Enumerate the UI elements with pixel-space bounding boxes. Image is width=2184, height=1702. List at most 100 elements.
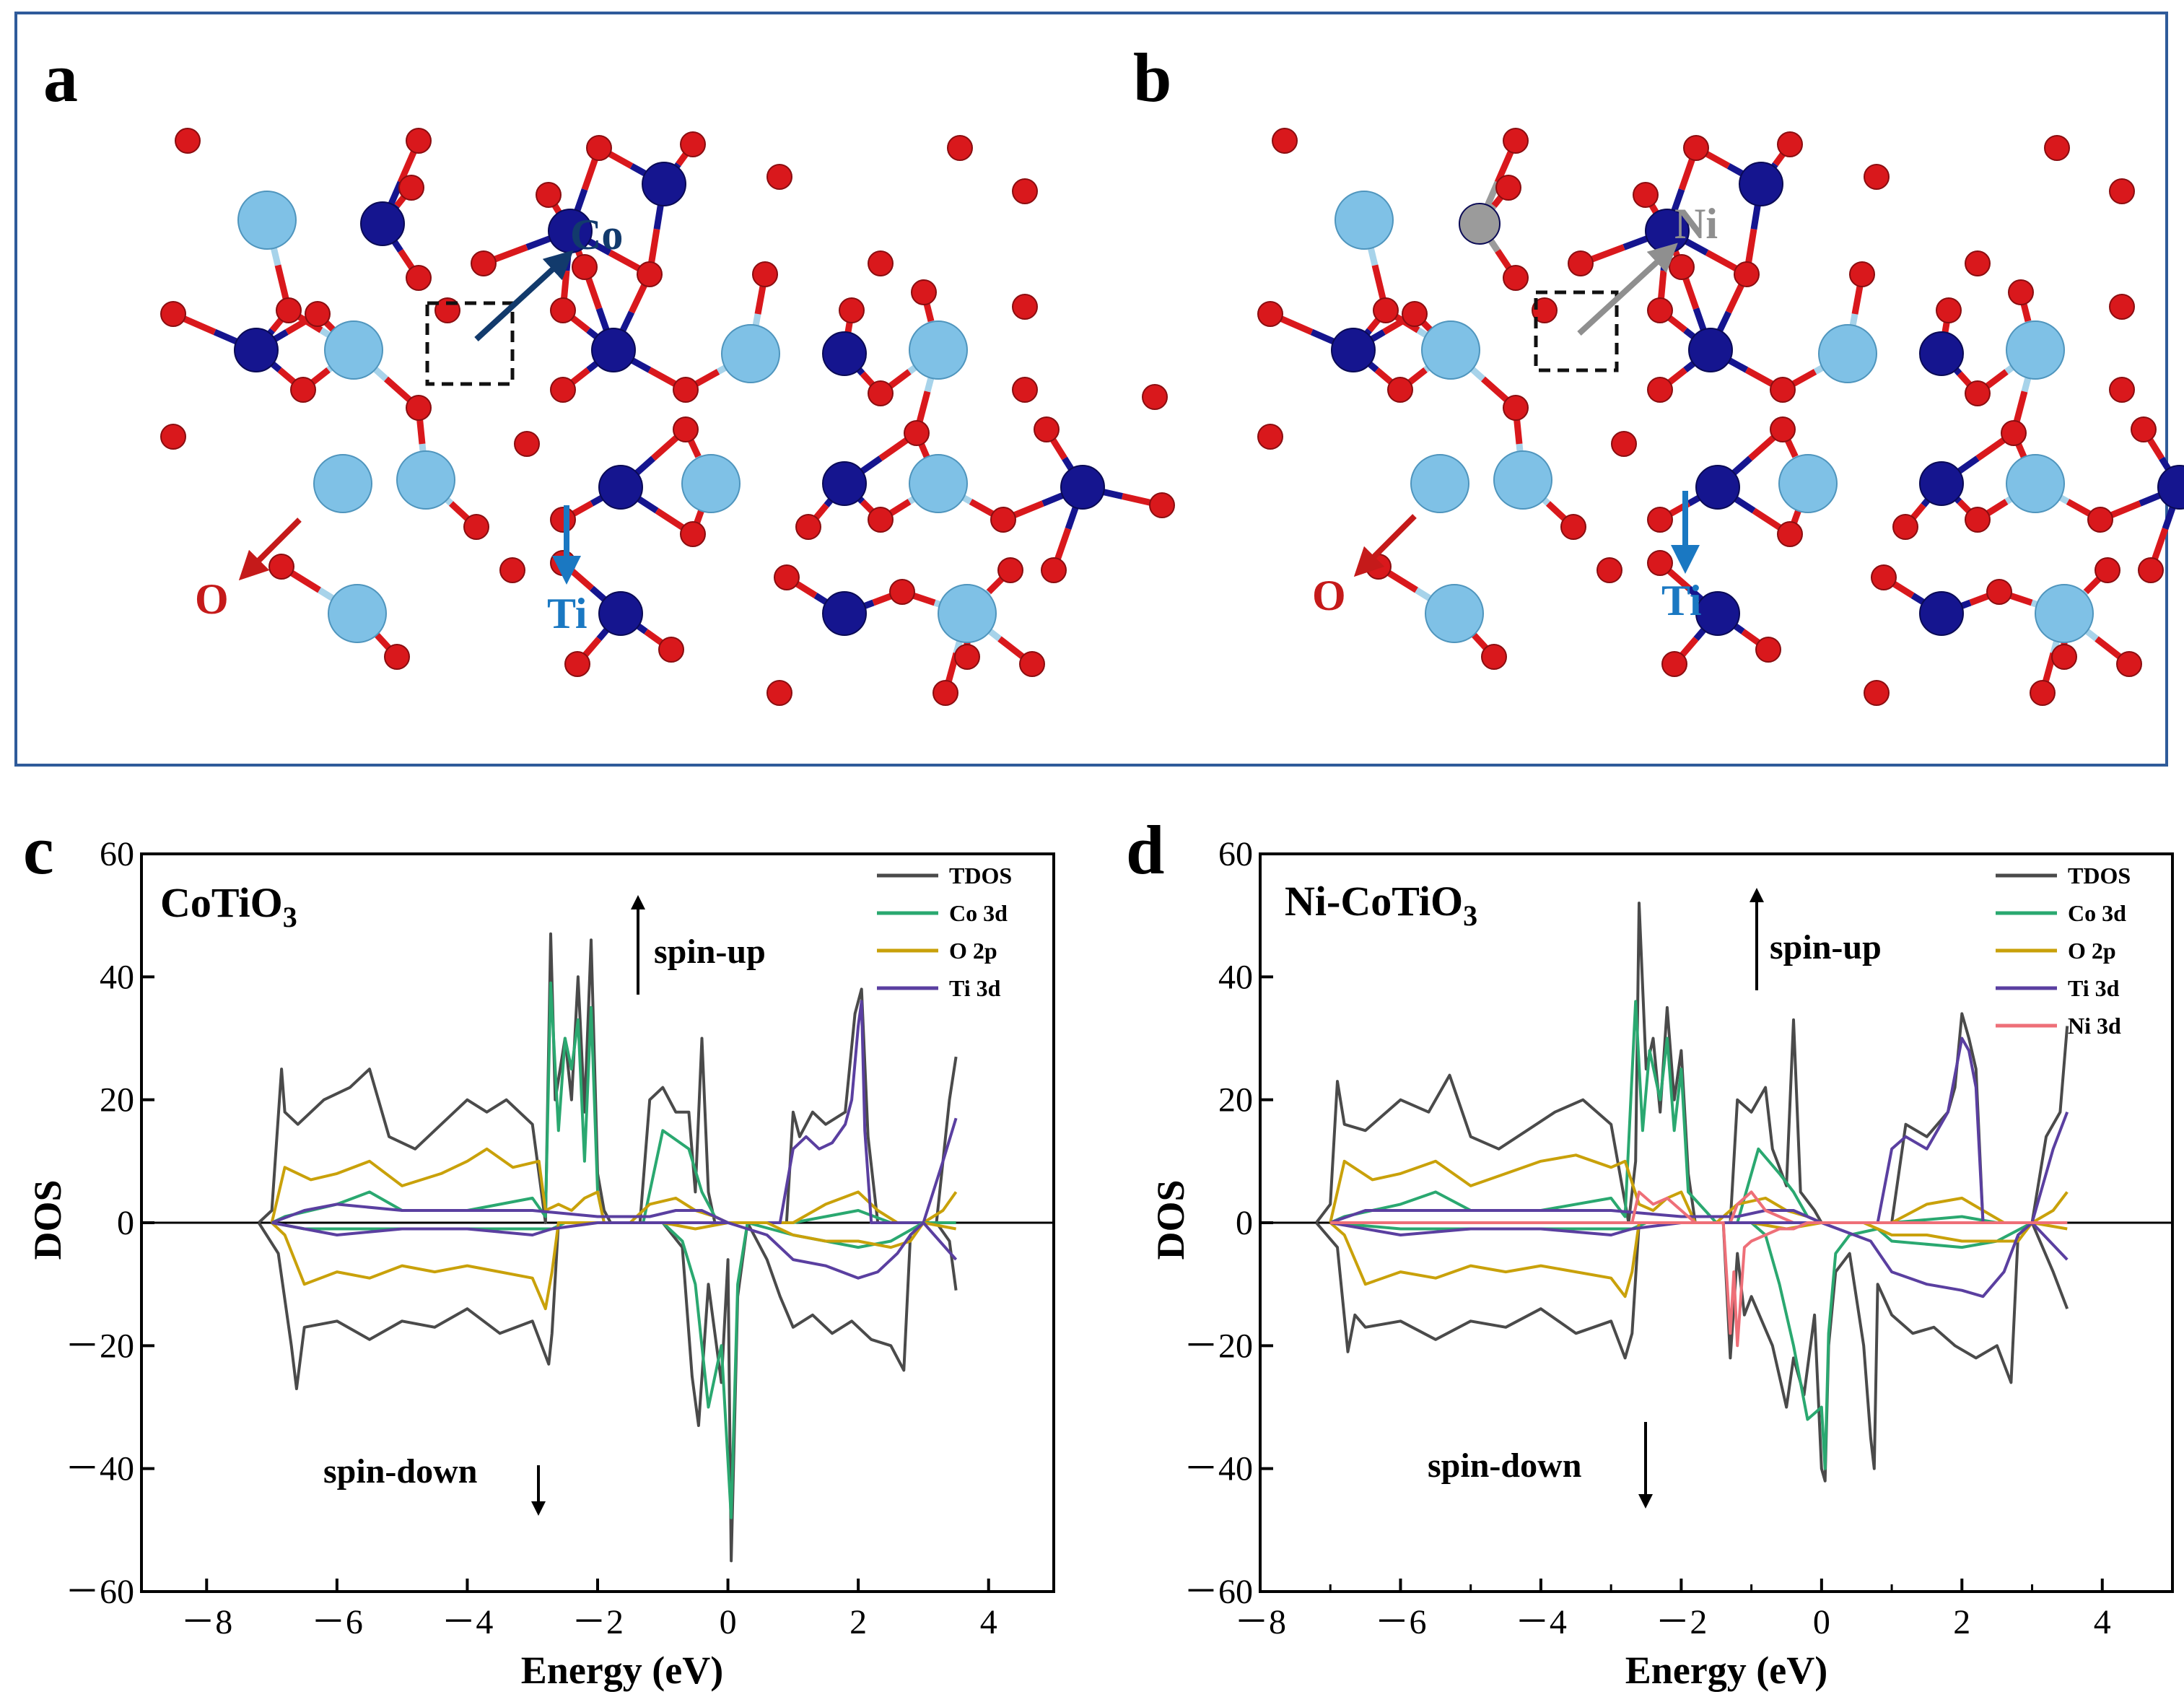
oxygen-atom	[514, 431, 540, 457]
compound-label-c: CoTiO3	[160, 879, 297, 933]
ti-atom	[1493, 450, 1552, 510]
y-tick-label: －60	[65, 1573, 134, 1611]
series-o-2p-down	[271, 1221, 956, 1311]
oxygen-atom	[2051, 644, 2077, 670]
legend-label: TDOS	[949, 863, 1012, 889]
oxygen-atom	[471, 250, 497, 276]
oxygen-atom	[550, 550, 576, 576]
label-ti-b: Ti	[1661, 577, 1702, 624]
oxygen-atom	[1402, 301, 1428, 327]
label-o-b: O	[1312, 572, 1346, 619]
ti-atom	[324, 320, 383, 380]
oxygen-atom	[276, 297, 302, 323]
ti-atom	[1421, 320, 1480, 380]
oxygen-atom	[290, 377, 316, 403]
co-atom	[1919, 591, 1964, 636]
oxygen-atom	[550, 377, 576, 403]
y-tick-label: －60	[1184, 1573, 1253, 1611]
oxygen-atom	[1503, 395, 1529, 421]
oxygen-atom	[1034, 416, 1060, 442]
co-atom	[1739, 162, 1783, 206]
x-tick-label: 0	[1813, 1603, 1830, 1641]
oxygen-atom	[1611, 431, 1637, 457]
label-co: Co	[570, 211, 623, 258]
oxygen-atom	[1019, 651, 1045, 677]
ti-atom	[1410, 454, 1469, 513]
series-tdos-down	[257, 1221, 958, 1563]
oxygen-atom	[1012, 178, 1038, 204]
ni-atom	[1459, 203, 1501, 245]
co-atom	[591, 328, 636, 372]
oxygen-atom	[2109, 294, 2135, 320]
y-tick-label: 40	[100, 958, 134, 996]
panel-letter-d: d	[1126, 811, 1164, 889]
oxygen-atom	[564, 651, 590, 677]
oxygen-atom	[1532, 297, 1558, 323]
oxygen-atom	[536, 182, 562, 208]
series-o-2p-up	[1329, 1153, 2069, 1224]
oxygen-atom	[406, 128, 432, 154]
oxygen-atom	[1770, 416, 1796, 442]
oxygen-atom	[1965, 380, 1991, 406]
oxygen-atom	[954, 644, 980, 670]
oxygen-atom	[1777, 131, 1803, 157]
oxygen-atom	[268, 554, 294, 580]
ti-atom	[313, 454, 372, 513]
oxygen-atom	[550, 507, 576, 533]
oxygen-atom	[1149, 492, 1175, 518]
oxygen-atom	[305, 301, 331, 327]
y-tick-label: 40	[1218, 958, 1253, 996]
oxygen-atom	[658, 637, 684, 663]
oxygen-atom	[1755, 637, 1781, 663]
oxygen-atom	[1965, 507, 1991, 533]
ti-atom	[328, 584, 387, 643]
oxygen-atom	[1633, 182, 1659, 208]
oxygen-atom	[2087, 507, 2113, 533]
co-atom	[822, 331, 867, 376]
co-atom	[1688, 328, 1733, 372]
oxygen-atom	[1560, 514, 1586, 540]
xlabel-c: Energy (eV)	[521, 1649, 723, 1692]
oxygen-atom	[1647, 550, 1673, 576]
oxygen-atom	[752, 261, 778, 287]
oxygen-atom	[1373, 297, 1399, 323]
oxygen-atom	[1936, 297, 1962, 323]
oxygen-atom	[2131, 416, 2157, 442]
oxygen-atom	[398, 175, 424, 201]
oxygen-atom	[160, 424, 186, 450]
oxygen-atom	[1661, 651, 1687, 677]
legend-label: O 2p	[949, 938, 997, 964]
oxygen-atom	[1012, 294, 1038, 320]
x-tick-label: 4	[2094, 1603, 2111, 1641]
y-tick-label: 0	[1236, 1204, 1253, 1242]
label-ti-a: Ti	[547, 590, 588, 637]
oxygen-atom	[1892, 514, 1918, 540]
oxygen-atom	[406, 265, 432, 291]
oxygen-atom	[839, 297, 865, 323]
label-ni: Ni	[1674, 200, 1718, 248]
ti-atom	[2006, 454, 2065, 513]
oxygen-atom	[680, 521, 706, 547]
oxygen-atom	[680, 131, 706, 157]
oxygen-atom	[766, 680, 792, 706]
oxygen-atom	[904, 420, 930, 446]
y-tick-label: －40	[65, 1450, 134, 1488]
oxygen-atom	[1965, 250, 1991, 276]
co-atom	[1331, 328, 1376, 372]
y-tick-label: 60	[100, 835, 134, 873]
x-tick-label: 0	[720, 1603, 737, 1641]
arrow-o-a	[238, 518, 302, 581]
oxygen-atom	[1596, 557, 1622, 583]
series-o-2p-down	[1329, 1221, 2068, 1299]
oxygen-atom	[1041, 557, 1067, 583]
oxygen-atom	[463, 514, 489, 540]
ti-atom	[1425, 584, 1484, 643]
oxygen-atom	[932, 680, 958, 706]
x-tick-label: －6	[1374, 1603, 1426, 1641]
oxygen-atom	[889, 579, 915, 605]
ti-atom	[1335, 191, 1394, 250]
x-tick-label: －8	[180, 1603, 232, 1641]
oxygen-atom	[1770, 377, 1796, 403]
co-atom	[1919, 461, 1964, 506]
